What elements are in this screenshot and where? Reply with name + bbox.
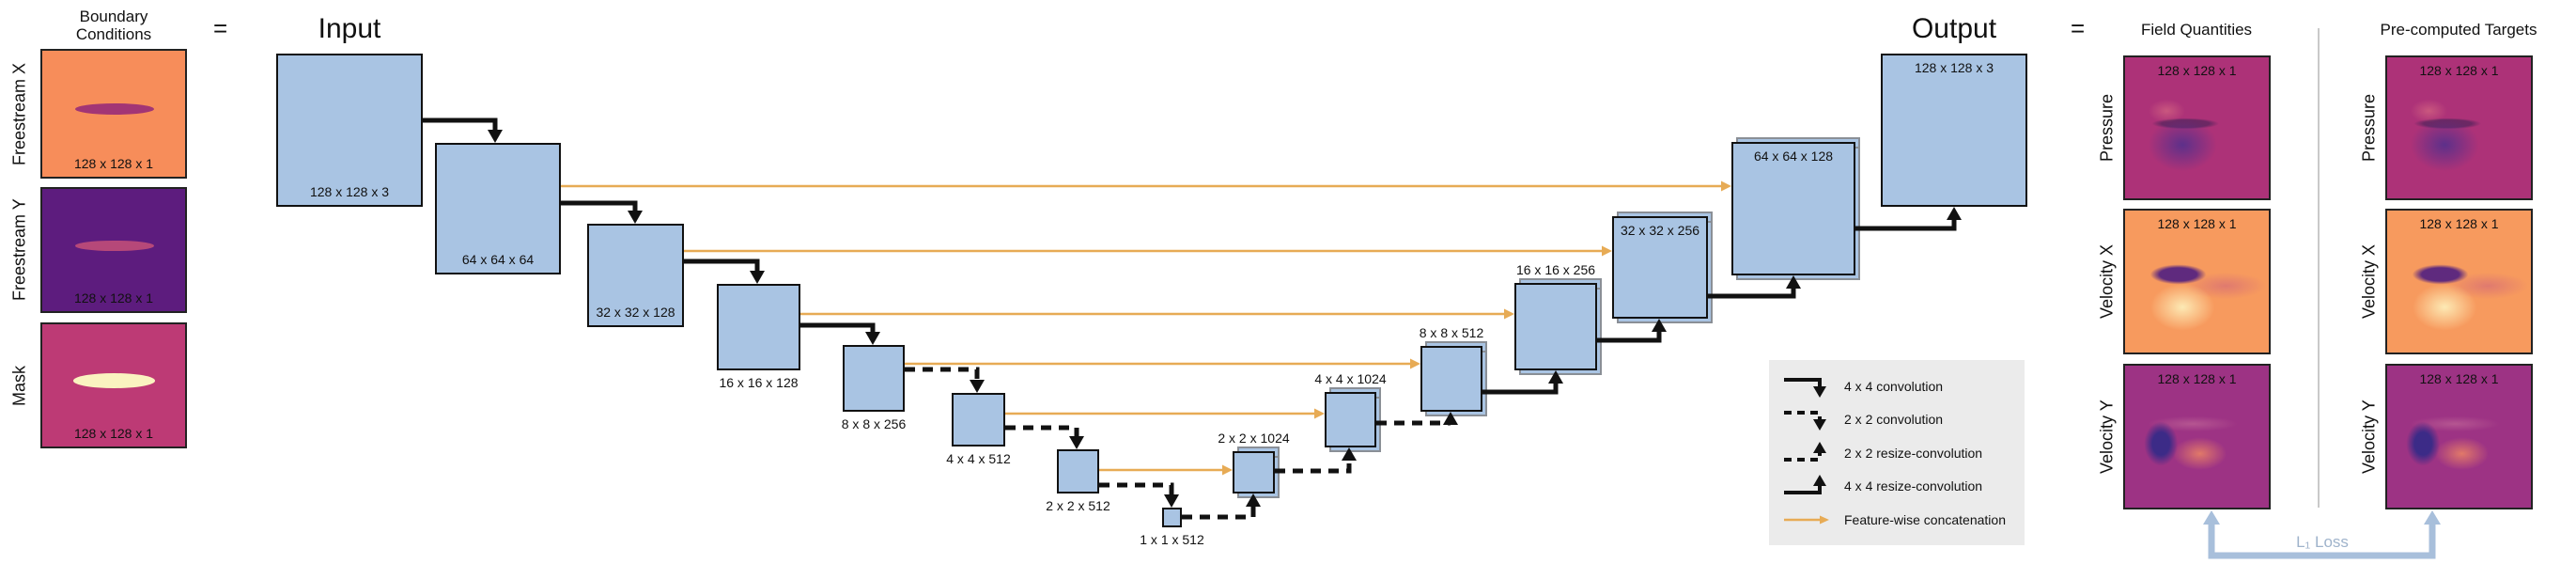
concat-arrow-5 (1099, 464, 1233, 476)
unet-block-enc-4 (952, 393, 1005, 446)
fq-velocity-y-dims: 128 x 128 x 1 (2157, 371, 2237, 386)
unet-block-label-enc-4: 4 x 4 x 512 (946, 451, 1011, 466)
conv-arrow-1 (561, 200, 643, 224)
unet-block-input (276, 54, 423, 207)
unet-block-dec-2 (1233, 451, 1275, 494)
conv-arrow-0 (423, 118, 503, 143)
fq-velocity-y-image: 128 x 128 x 1 (2123, 364, 2271, 509)
pt-pressure-image: 128 x 128 x 1 (2385, 55, 2533, 200)
unet-block-label-bottleneck: 1 x 1 x 512 (1140, 532, 1204, 547)
conv-2x2-arrow-icon (1784, 411, 1826, 431)
unet-block-label-dec-8: 8 x 8 x 512 (1419, 325, 1484, 340)
conv-4x4-arrow-icon (1784, 377, 1826, 398)
unet-block-enc-8 (843, 345, 905, 412)
conv-arrow-3 (800, 322, 880, 345)
concat-arrow-3 (905, 358, 1420, 369)
precomputed-targets-title: Pre-computed Targets (2380, 21, 2537, 39)
conv-arrow-5 (1005, 425, 1084, 449)
resize-conv-4x4-arrow-icon (1784, 475, 1826, 494)
pt-pressure-dims: 128 x 128 x 1 (2419, 63, 2499, 78)
fq-pressure-label: Pressure (2097, 93, 2117, 163)
fq-pressure-image: 128 x 128 x 1 (2123, 55, 2271, 200)
pt-velocity-x-image: 128 x 128 x 1 (2385, 209, 2533, 354)
unet-block-output (1881, 54, 2027, 207)
legend-item-resize44: 4 x 4 resize-convolution (1782, 473, 2025, 499)
airfoil-shape (74, 240, 154, 252)
legend-item-conv22: 2 x 2 convolution (1782, 406, 2025, 432)
unet-block-dec-32 (1612, 216, 1708, 319)
unet-block-label-enc-64: 64 x 64 x 64 (461, 252, 535, 267)
conv-arrow-2 (684, 258, 765, 284)
equals-sign-left: = (213, 14, 228, 42)
unet-block-enc-64 (435, 143, 561, 274)
legend-item-conv44: 4 x 4 convolution (1782, 373, 2025, 400)
fq-velocity-x-image: 128 x 128 x 1 (2123, 209, 2271, 354)
unet-block-label-dec-2: 2 x 2 x 1024 (1218, 431, 1290, 446)
equals-sign-right: = (2071, 14, 2086, 42)
unet-block-dec-16 (1514, 283, 1597, 370)
airfoil-shape (74, 103, 154, 116)
freestream-y-dims: 128 x 128 x 1 (73, 290, 154, 306)
unet-block-label-enc-8: 8 x 8 x 256 (841, 416, 907, 431)
unet-block-dec-64 (1731, 142, 1855, 275)
legend-item-concat: Feature-wise concatenation (1782, 507, 2025, 533)
fq-velocity-x-label: Velocity X (2097, 243, 2117, 320)
fq-velocity-x-dims: 128 x 128 x 1 (2157, 216, 2237, 231)
unet-block-enc-2 (1057, 449, 1099, 494)
unet-block-label-dec-16: 16 x 16 x 256 (1515, 262, 1596, 277)
pt-velocity-x-dims: 128 x 128 x 1 (2419, 216, 2499, 231)
unet-block-dec-8 (1420, 346, 1482, 412)
legend: 4 x 4 convolution 2 x 2 convolution 2 x … (1769, 360, 2025, 545)
legend-item-resize22: 2 x 2 resize-convolution (1782, 440, 2025, 466)
freestream-x-label: Freestream X (9, 62, 29, 165)
fq-velocity-y-label: Velocity Y (2097, 400, 2117, 474)
input-title: Input (318, 13, 381, 44)
concat-arrow-2 (800, 308, 1514, 320)
resize-conv-arrow-13 (1855, 207, 1962, 231)
unet-block-label-dec-64: 64 x 64 x 128 (1753, 149, 1834, 164)
freestream-x-dims: 128 x 128 x 1 (73, 156, 154, 171)
airfoil-shape (73, 373, 156, 388)
pt-velocity-x-label: Velocity X (2359, 243, 2379, 320)
unet-block-label-enc-32: 32 x 32 x 128 (596, 305, 675, 320)
unet-block-label-enc-16: 16 x 16 x 128 (719, 375, 799, 390)
mask-dims: 128 x 128 x 1 (73, 426, 154, 441)
pt-velocity-y-image: 128 x 128 x 1 (2385, 364, 2533, 509)
unet-block-enc-16 (717, 284, 800, 370)
pt-velocity-y-label: Velocity Y (2359, 400, 2379, 474)
resize-conv-2x2-arrow-icon (1784, 441, 1826, 462)
freestream-y-label: Freestream Y (9, 198, 29, 302)
freestream-x-image: 128 x 128 x 1 (40, 49, 187, 179)
column-divider (2318, 28, 2320, 508)
unet-block-label-output: 128 x 128 x 3 (1914, 60, 1994, 75)
field-quantities-title: Field Quantities (2140, 21, 2253, 39)
unet-block-enc-32 (587, 224, 684, 327)
concat-arrow-4 (1005, 408, 1325, 419)
fq-pressure-dims: 128 x 128 x 1 (2157, 63, 2237, 78)
mask-image: 128 x 128 x 1 (40, 322, 187, 448)
unet-block-dec-4 (1325, 392, 1376, 447)
conv-arrow-4 (905, 367, 985, 393)
concat-arrow-0 (561, 180, 1731, 192)
pt-pressure-label: Pressure (2359, 93, 2379, 163)
concat-arrow-1 (684, 245, 1612, 257)
freestream-y-image: 128 x 128 x 1 (40, 187, 187, 313)
unet-block-label-enc-2: 2 x 2 x 512 (1046, 498, 1110, 513)
mask-label: Mask (9, 365, 29, 406)
unet-block-label-dec-4: 4 x 4 x 1024 (1314, 371, 1387, 386)
unet-block-bottleneck (1162, 508, 1182, 527)
output-title: Output (1911, 13, 1997, 44)
unet-block-label-input: 128 x 128 x 3 (309, 184, 390, 199)
pt-velocity-y-dims: 128 x 128 x 1 (2419, 371, 2499, 386)
concatenation-arrow-icon (1784, 515, 1829, 524)
unet-block-label-dec-32: 32 x 32 x 256 (1620, 223, 1700, 238)
l1-loss-label: L₁ Loss (2296, 533, 2349, 551)
boundary-conditions-title: Boundary Conditions (75, 8, 152, 43)
